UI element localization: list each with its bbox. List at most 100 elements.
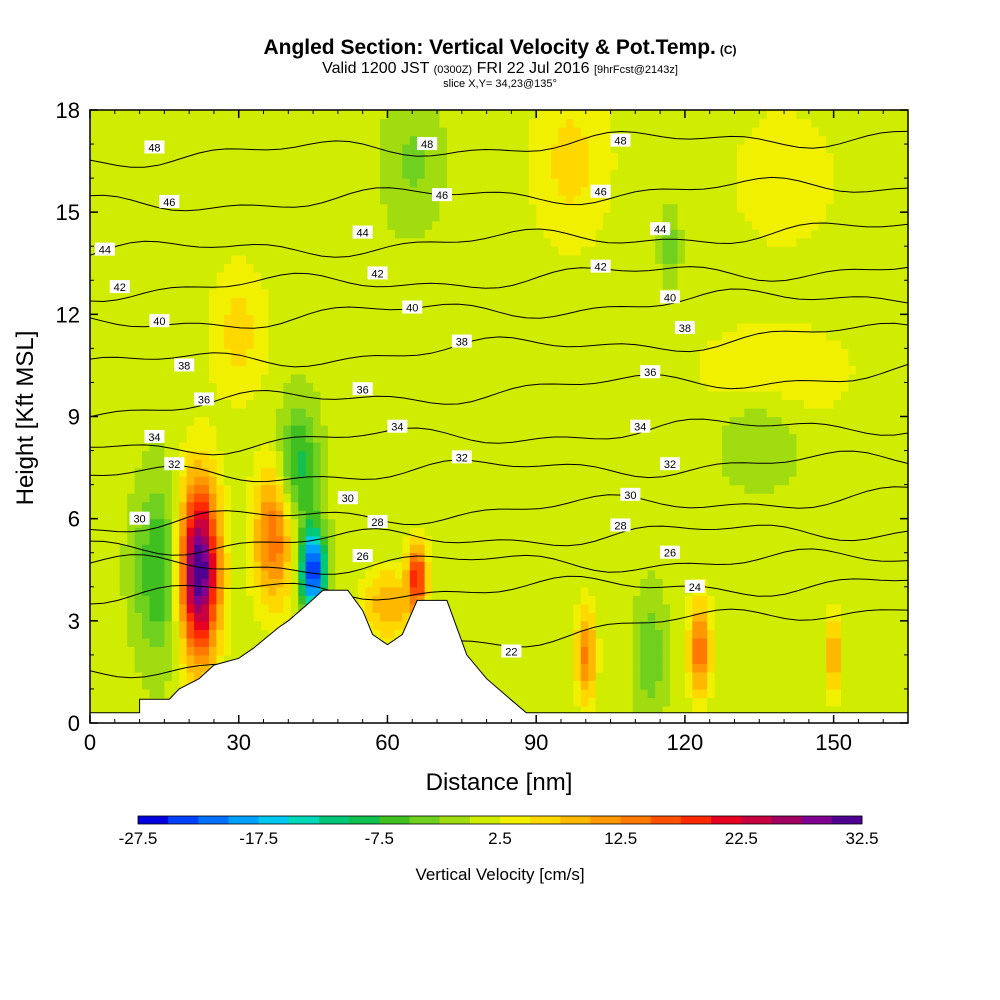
velocity-cell <box>90 322 99 332</box>
velocity-cell <box>551 688 560 699</box>
velocity-cell <box>365 322 374 332</box>
velocity-cell <box>372 229 381 239</box>
velocity-cell <box>372 612 381 622</box>
velocity-cell <box>171 663 180 673</box>
velocity-cell <box>424 331 433 341</box>
velocity-cell <box>513 518 522 528</box>
velocity-cell <box>119 544 128 554</box>
velocity-cell <box>402 510 411 520</box>
velocity-cell <box>119 169 128 179</box>
velocity-cell <box>164 476 173 486</box>
velocity-cell <box>484 331 493 341</box>
velocity-cell <box>171 135 180 145</box>
velocity-cell <box>402 595 411 605</box>
velocity-cell <box>521 390 530 401</box>
velocity-cell <box>543 314 552 324</box>
velocity-cell <box>551 237 560 247</box>
velocity-cell <box>521 637 530 647</box>
velocity-cell <box>432 118 441 128</box>
velocity-cell <box>439 518 448 528</box>
velocity-cell <box>208 629 218 639</box>
velocity-cell <box>558 339 567 349</box>
velocity-cell <box>387 339 396 349</box>
velocity-cell <box>372 118 381 128</box>
velocity-cell <box>342 578 351 588</box>
velocity-cell <box>365 135 374 145</box>
velocity-cell <box>513 246 522 256</box>
velocity-cell <box>134 144 143 154</box>
velocity-cell <box>290 263 299 273</box>
velocity-cell <box>432 356 441 367</box>
velocity-cell <box>565 186 574 196</box>
velocity-cell <box>342 195 351 205</box>
velocity-cell <box>142 612 151 622</box>
velocity-cell <box>402 442 411 452</box>
velocity-cell <box>521 493 530 503</box>
velocity-cell <box>387 382 396 392</box>
velocity-cell <box>342 348 351 358</box>
velocity-cell <box>149 450 158 460</box>
velocity-cell <box>506 288 515 298</box>
velocity-cell <box>335 433 344 443</box>
velocity-cell <box>320 450 329 460</box>
velocity-cell <box>112 476 121 486</box>
velocity-cell <box>409 484 418 494</box>
velocity-cell <box>380 161 389 171</box>
velocity-cell <box>528 459 537 469</box>
velocity-cell <box>558 680 567 690</box>
velocity-cell <box>491 288 500 298</box>
velocity-cell <box>290 382 299 392</box>
velocity-cell <box>208 271 218 281</box>
velocity-cell <box>335 212 344 222</box>
velocity-cell <box>499 118 508 128</box>
velocity-cell <box>171 654 180 665</box>
velocity-cell <box>253 144 262 154</box>
velocity-cell <box>543 416 552 426</box>
velocity-cell <box>238 118 247 128</box>
velocity-cell <box>528 305 537 315</box>
velocity-cell <box>543 373 552 384</box>
velocity-cell <box>223 314 232 324</box>
velocity-cell <box>551 339 560 349</box>
velocity-cell <box>313 586 322 596</box>
velocity-cell <box>484 382 493 392</box>
velocity-cell <box>194 212 203 222</box>
velocity-cell <box>588 654 597 665</box>
velocity-cell <box>372 501 381 511</box>
velocity-cell <box>558 195 567 205</box>
velocity-cell <box>112 212 121 222</box>
velocity-cell <box>208 322 218 332</box>
velocity-cell <box>275 442 284 452</box>
velocity-cell <box>454 390 463 401</box>
velocity-cell <box>335 144 344 154</box>
velocity-cell <box>268 365 277 375</box>
velocity-cell <box>357 356 366 367</box>
velocity-cell <box>112 637 121 647</box>
velocity-cell <box>216 510 225 520</box>
velocity-cell <box>231 186 240 196</box>
velocity-cell <box>543 399 552 409</box>
velocity-cell <box>320 254 329 264</box>
velocity-cell <box>365 433 374 443</box>
velocity-cell <box>536 127 545 137</box>
velocity-cell <box>298 586 307 596</box>
velocity-cell <box>208 578 218 588</box>
velocity-cell <box>588 254 597 264</box>
velocity-cell <box>231 407 240 418</box>
velocity-cell <box>216 620 225 630</box>
velocity-cell <box>588 586 597 596</box>
velocity-cell <box>424 399 433 409</box>
velocity-cell <box>179 297 188 307</box>
velocity-cell <box>409 586 418 596</box>
velocity-cell <box>313 314 322 324</box>
velocity-cell <box>499 484 508 494</box>
velocity-cell <box>476 263 485 273</box>
velocity-cell <box>565 288 574 298</box>
velocity-cell <box>499 620 508 630</box>
velocity-cell <box>528 586 537 596</box>
velocity-cell <box>424 110 433 120</box>
velocity-cell <box>201 510 210 520</box>
velocity-cell <box>208 288 218 298</box>
velocity-cell <box>275 118 284 128</box>
velocity-cell <box>551 561 560 571</box>
